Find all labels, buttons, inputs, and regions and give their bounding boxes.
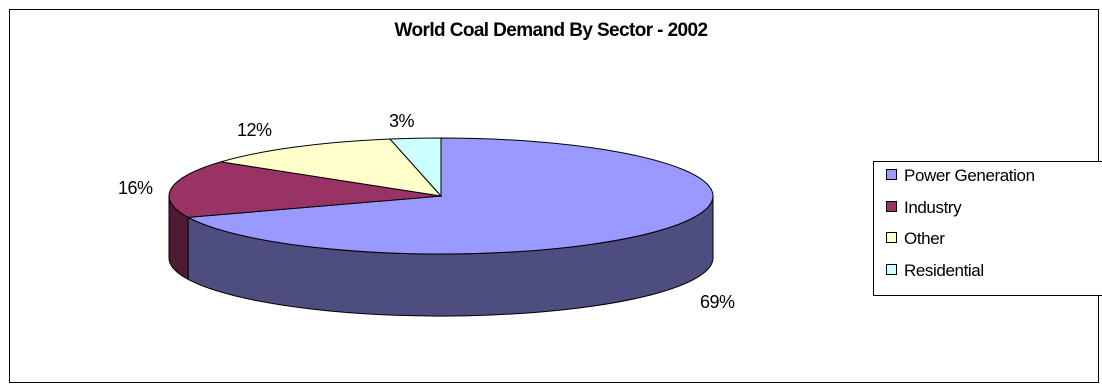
- legend-label-power-generation: Power Generation: [904, 166, 1035, 185]
- legend-label-other: Other: [904, 229, 945, 248]
- pie-sides: [168, 195, 714, 317]
- pie-slice-residential: [388, 137, 442, 198]
- pie-slice-other: [220, 138, 443, 197]
- legend-label-industry: Industry: [904, 198, 962, 217]
- legend-label-residential: Residential: [904, 261, 984, 280]
- pie-slice-industry: [168, 161, 442, 218]
- legend-box: [873, 161, 1102, 296]
- legend-swatch-industry: [886, 201, 897, 212]
- pie-slice-power-generation: [186, 137, 714, 255]
- pie-tops: [168, 137, 714, 255]
- legend-swatch-residential: [886, 264, 897, 275]
- legend-swatch-power-generation: [886, 169, 897, 180]
- data-label-industry: 16%: [118, 178, 153, 198]
- chart-title: World Coal Demand By Sector - 2002: [394, 20, 709, 41]
- legend-swatch-other: [886, 232, 897, 243]
- pie-labels: 69% 16% 12% 3%: [118, 111, 736, 312]
- data-label-power-generation: 69%: [700, 292, 735, 312]
- data-label-residential: 3%: [389, 111, 415, 131]
- data-label-other: 12%: [237, 120, 272, 140]
- legend: Power Generation Industry Other Residential: [873, 161, 1102, 296]
